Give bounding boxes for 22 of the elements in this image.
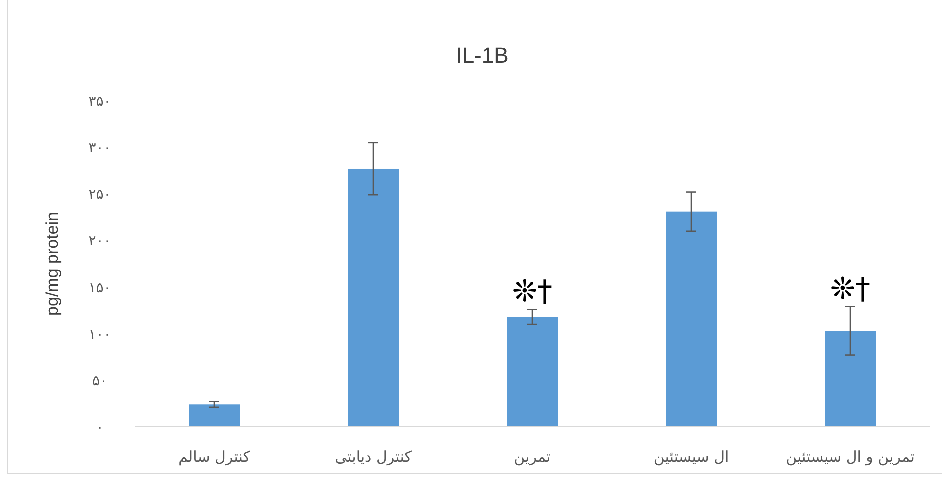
- y-tick-label: ۳۰۰: [88, 140, 112, 157]
- y-axis-title: pg/mg protein: [43, 212, 62, 316]
- y-tick-label: ۲۵۰: [88, 187, 112, 204]
- y-tick-label: ۱۰۰: [88, 326, 112, 343]
- bar: [348, 168, 399, 427]
- x-tick-label: کنترل سالم: [178, 448, 252, 466]
- bar: [666, 212, 717, 427]
- x-tick-label: تمرین: [514, 448, 551, 466]
- annotation: ❊†: [830, 272, 871, 307]
- x-tick-label: ال سیستئین: [654, 448, 730, 466]
- x-tick-label: کنترل دیابتی: [335, 448, 413, 466]
- chart-title: IL-1B: [456, 43, 509, 68]
- y-tick-label: ۱۵۰: [88, 280, 112, 296]
- y-tick-label: ۲۰۰: [88, 234, 112, 250]
- x-tick-label: تمرین و ال سیستئین: [786, 448, 915, 466]
- y-tick-label: ۵۰: [92, 373, 108, 390]
- bar: [825, 331, 876, 427]
- y-tick-label: ۰: [96, 420, 104, 436]
- annotation: ❊†: [512, 274, 553, 310]
- bar: [507, 317, 558, 427]
- y-tick-label: ۳۵۰: [88, 94, 112, 110]
- bar: [189, 404, 240, 427]
